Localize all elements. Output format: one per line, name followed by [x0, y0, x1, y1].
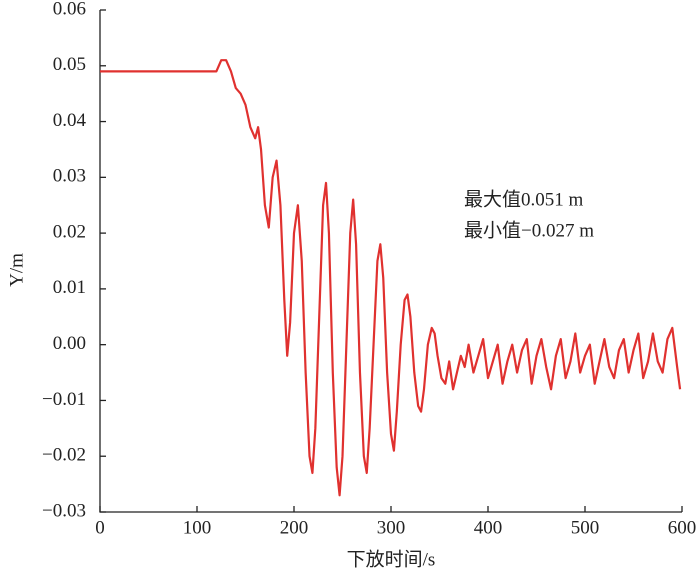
- y-tick-label: 0.04: [53, 110, 87, 131]
- x-tick-label: 300: [377, 517, 406, 538]
- y-tick-label: 0.00: [53, 333, 86, 354]
- data-line: [100, 59, 682, 497]
- x-tick-label: 600: [668, 517, 697, 538]
- y-tick-label: 0.03: [53, 166, 86, 187]
- x-tick-label: 100: [183, 517, 212, 538]
- annotation: 最小值−0.027 m: [464, 219, 594, 241]
- y-tick-label: −0.02: [42, 445, 86, 466]
- x-tick-label: 0: [95, 517, 105, 538]
- y-tick-label: 0.01: [53, 277, 86, 298]
- y-axis-label: Y/m: [6, 253, 27, 287]
- x-tick-label: 200: [280, 517, 309, 538]
- x-tick-label: 500: [571, 517, 600, 538]
- x-axis-label: 下放时间/s: [347, 548, 436, 570]
- y-tick-label: 0.06: [53, 0, 86, 19]
- y-tick-label: 0.02: [53, 221, 86, 242]
- y-tick-label: 0.05: [53, 54, 86, 75]
- y-tick-label: −0.01: [42, 389, 86, 410]
- x-tick-label: 400: [474, 517, 503, 538]
- annotation: 最大值0.051 m: [464, 188, 584, 210]
- y-tick-label: −0.03: [42, 500, 86, 521]
